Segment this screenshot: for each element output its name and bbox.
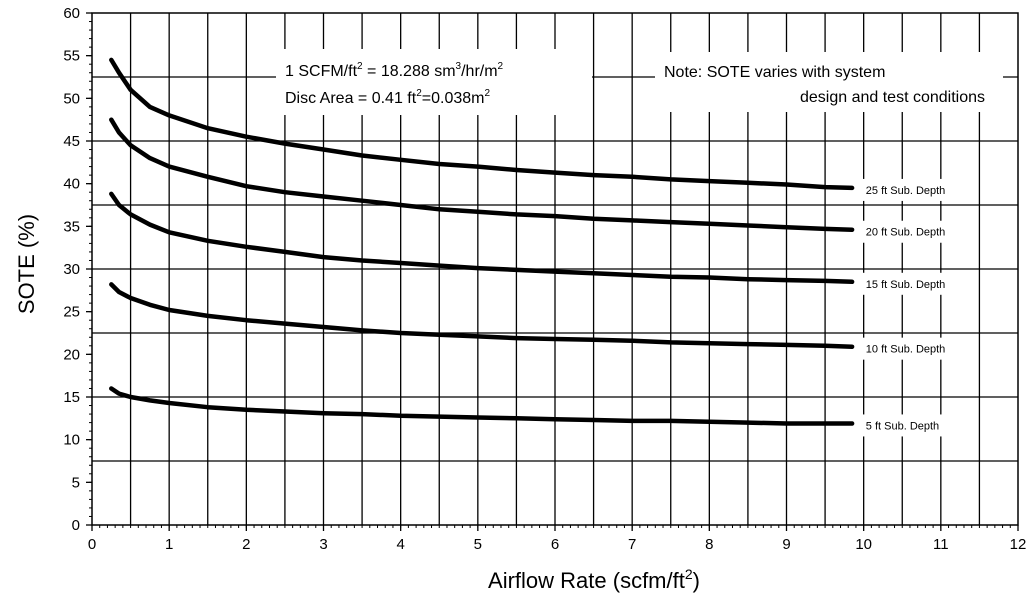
note-line-2: design and test conditions bbox=[800, 89, 985, 106]
series-lines bbox=[109, 57, 855, 426]
series-label: 5 ft Sub. Depth bbox=[866, 420, 939, 432]
x-tick-label: 4 bbox=[396, 536, 404, 553]
note-line-1: Note: SOTE varies with system bbox=[664, 64, 885, 81]
series-labels: 25 ft Sub. Depth 20 ft Sub. Depth 15 ft Su… bbox=[859, 178, 978, 437]
y-tick-label: 0 bbox=[72, 517, 80, 534]
y-tick-label: 40 bbox=[63, 176, 80, 193]
x-tick-label: 7 bbox=[628, 536, 636, 553]
conversion-box bbox=[276, 49, 592, 115]
series-label: 25 ft Sub. Depth bbox=[866, 185, 946, 197]
series-label: 10 ft Sub. Depth bbox=[866, 344, 946, 356]
y-tick-label: 50 bbox=[63, 90, 80, 107]
x-tick-label: 1 bbox=[165, 536, 173, 553]
x-tick-label: 8 bbox=[705, 536, 713, 553]
conversion-line-1: 1 SCFM/ft2 = 18.288 sm3/hr/m2 bbox=[285, 61, 504, 80]
x-tick-label: 9 bbox=[782, 536, 790, 553]
y-tick-label: 45 bbox=[63, 133, 80, 150]
series-label-box bbox=[859, 414, 978, 437]
y-axis-title: SOTE (%) bbox=[14, 214, 39, 314]
y-tick-label: 25 bbox=[63, 304, 80, 321]
x-axis-title: Airflow Rate (scfm/ft2) bbox=[488, 566, 700, 593]
series-label-box bbox=[859, 178, 978, 201]
series-line-5 bbox=[109, 386, 855, 426]
note-box bbox=[655, 52, 1003, 112]
series-label-box bbox=[859, 272, 978, 295]
series-line-1 bbox=[109, 57, 855, 191]
y-tick-label: 10 bbox=[63, 432, 80, 449]
series-label: 20 ft Sub. Depth bbox=[866, 227, 946, 239]
note-annotation: Note: SOTE varies with system design and… bbox=[655, 52, 1003, 112]
y-tick-label: 5 bbox=[72, 474, 80, 491]
y-tick-label: 60 bbox=[63, 5, 80, 22]
y-tick-label: 15 bbox=[63, 389, 80, 406]
series-line-4 bbox=[109, 282, 855, 349]
series-label-box bbox=[859, 337, 978, 360]
x-tick-label: 5 bbox=[474, 536, 482, 553]
series-line-2 bbox=[109, 117, 855, 232]
series-label-box bbox=[859, 220, 978, 243]
series-line-3 bbox=[109, 191, 855, 285]
disc-area-line: Disc Area = 0.41 ft2=0.038m2 bbox=[285, 88, 490, 107]
y-tick-label: 20 bbox=[63, 346, 80, 363]
series-label: 15 ft Sub. Depth bbox=[866, 279, 946, 291]
x-tick-label: 10 bbox=[855, 536, 872, 553]
x-tick-label: 2 bbox=[242, 536, 250, 553]
x-tick-label: 6 bbox=[551, 536, 559, 553]
x-tick-label: 11 bbox=[933, 536, 949, 553]
x-tick-label: 0 bbox=[88, 536, 96, 553]
x-tick-label: 12 bbox=[1010, 536, 1027, 553]
y-tick-label: 30 bbox=[63, 261, 80, 278]
y-tick-label: 35 bbox=[63, 218, 80, 235]
conversion-annotation: 1 SCFM/ft2 = 18.288 sm3/hr/m2 Disc Area … bbox=[276, 49, 592, 115]
x-tick-label: 3 bbox=[319, 536, 327, 553]
y-tick-label: 55 bbox=[63, 48, 80, 65]
